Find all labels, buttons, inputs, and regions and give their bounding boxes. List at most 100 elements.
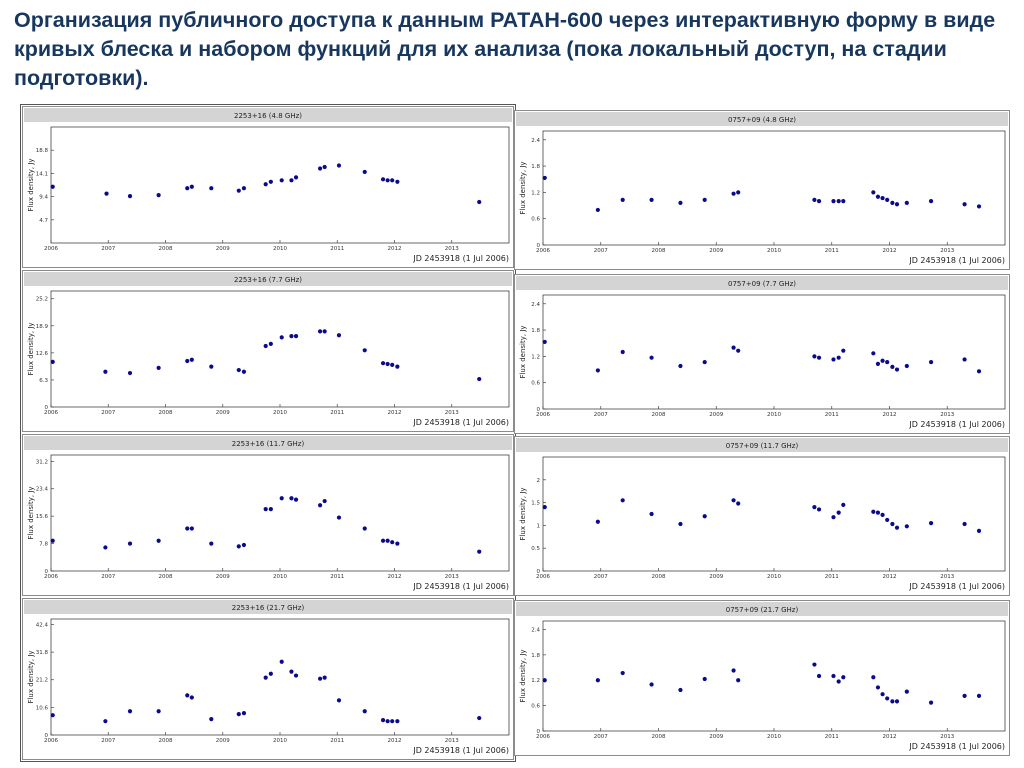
y-tick-label: 1.8 — [531, 653, 540, 659]
chart-svg: 2253+16 (4.8 GHz) 4.7 9.4 14.1 18.8 2006 2007 2… — [24, 108, 512, 263]
y-tick-label: 15.6 — [36, 514, 49, 520]
data-point — [649, 511, 654, 517]
data-point — [894, 202, 900, 207]
x-tick-label: 2009 — [709, 734, 723, 740]
data-point — [871, 675, 876, 680]
data-point — [976, 693, 982, 698]
data-point — [812, 197, 817, 202]
data-point — [620, 349, 625, 355]
x-tick-label: 2007 — [594, 734, 608, 740]
data-point — [336, 515, 342, 520]
plot-frame — [50, 290, 510, 408]
data-point — [236, 188, 241, 193]
data-point — [702, 676, 707, 682]
data-point — [880, 692, 885, 697]
x-tick-label: 2013 — [445, 574, 459, 580]
x-tick-label: 2011 — [825, 574, 839, 580]
data-point — [928, 359, 934, 365]
data-point — [385, 178, 390, 183]
data-point — [702, 514, 707, 519]
x-tick-label: 2009 — [709, 248, 723, 254]
y-axis-label: Flux density, Jy — [27, 322, 35, 375]
x-tick-label: 2009 — [709, 574, 723, 580]
x-tick-label: 2006 — [536, 734, 550, 740]
data-point — [702, 197, 707, 202]
plot-header — [24, 436, 512, 450]
data-point — [189, 184, 194, 189]
data-point — [293, 175, 299, 180]
chart-svg: 2253+16 (11.7 GHz) 0 7.8 15.6 23.4 31.2 2006 20… — [24, 436, 512, 591]
data-point — [385, 719, 390, 724]
plot-frame — [542, 130, 1006, 246]
data-point — [189, 695, 194, 700]
data-point — [317, 676, 323, 681]
data-point — [885, 197, 890, 202]
y-tick-label: 31.2 — [36, 459, 48, 465]
data-point — [317, 503, 323, 508]
data-point — [928, 199, 934, 204]
x-tick-label: 2009 — [216, 574, 230, 580]
data-point — [103, 545, 108, 550]
data-point — [880, 195, 885, 201]
x-tick-label: 2008 — [652, 574, 666, 580]
y-tick-label: 14.1 — [36, 171, 48, 177]
data-point — [362, 526, 367, 531]
data-point — [317, 166, 323, 171]
x-tick-label: 2008 — [652, 248, 666, 254]
data-point — [293, 673, 299, 678]
x-tick-label: 2012 — [883, 574, 897, 580]
y-tick-label: 2 — [537, 478, 541, 484]
data-point — [962, 357, 967, 362]
data-point — [871, 190, 876, 195]
plot-frame — [542, 620, 1006, 732]
y-tick-label: 1.2 — [531, 678, 540, 684]
data-point — [362, 709, 367, 714]
data-point — [812, 505, 817, 510]
y-axis-label: Flux density, Jy — [27, 486, 35, 539]
data-point — [279, 659, 284, 664]
x-tick-label: 2006 — [44, 574, 58, 580]
y-axis-label: Flux density, Jy — [27, 158, 35, 211]
data-point — [263, 675, 268, 680]
data-point — [885, 696, 890, 701]
plot-frame — [542, 294, 1006, 410]
data-point — [831, 199, 836, 204]
y-tick-label: 1.2 — [531, 190, 540, 196]
data-point — [395, 719, 400, 724]
data-point — [336, 333, 342, 338]
data-point — [127, 370, 133, 376]
data-point — [841, 675, 846, 680]
plot-panel-2253-11.7: 2253+16 (11.7 GHz) 0 7.8 15.6 23.4 31.2 2006 20… — [22, 434, 514, 596]
data-point — [928, 521, 934, 526]
x-tick-label: 2007 — [594, 248, 608, 254]
x-tick-label: 2012 — [883, 248, 897, 254]
x-tick-label: 2011 — [330, 738, 344, 744]
data-point — [385, 538, 390, 543]
x-tick-label: 2010 — [273, 738, 287, 744]
x-tick-label: 2010 — [273, 246, 287, 252]
x-tick-label: 2007 — [101, 738, 115, 744]
data-point — [880, 358, 885, 363]
data-point — [678, 521, 683, 527]
data-point — [127, 709, 133, 714]
plot-title: 0757+09 (7.7 GHz) — [728, 280, 796, 288]
data-point — [816, 355, 822, 360]
data-point — [289, 496, 294, 501]
data-point — [731, 498, 736, 503]
data-point — [812, 354, 817, 359]
x-tick-label: 2012 — [883, 734, 897, 740]
y-tick-label: 42.4 — [36, 622, 49, 628]
data-point — [831, 515, 836, 520]
data-point — [279, 178, 284, 183]
data-point — [678, 200, 683, 206]
x-tick-label: 2007 — [101, 574, 115, 580]
jd-footer-label: JD 2453918 (1 Jul 2006) — [908, 582, 1005, 591]
data-point — [928, 700, 934, 705]
x-tick-label: 2008 — [159, 738, 173, 744]
data-point — [831, 357, 836, 362]
data-point — [836, 355, 841, 360]
x-tick-label: 2006 — [44, 410, 58, 416]
data-point — [322, 329, 327, 334]
x-tick-label: 2013 — [940, 412, 954, 418]
plot-title: 0757+09 (11.7 GHz) — [726, 442, 799, 450]
